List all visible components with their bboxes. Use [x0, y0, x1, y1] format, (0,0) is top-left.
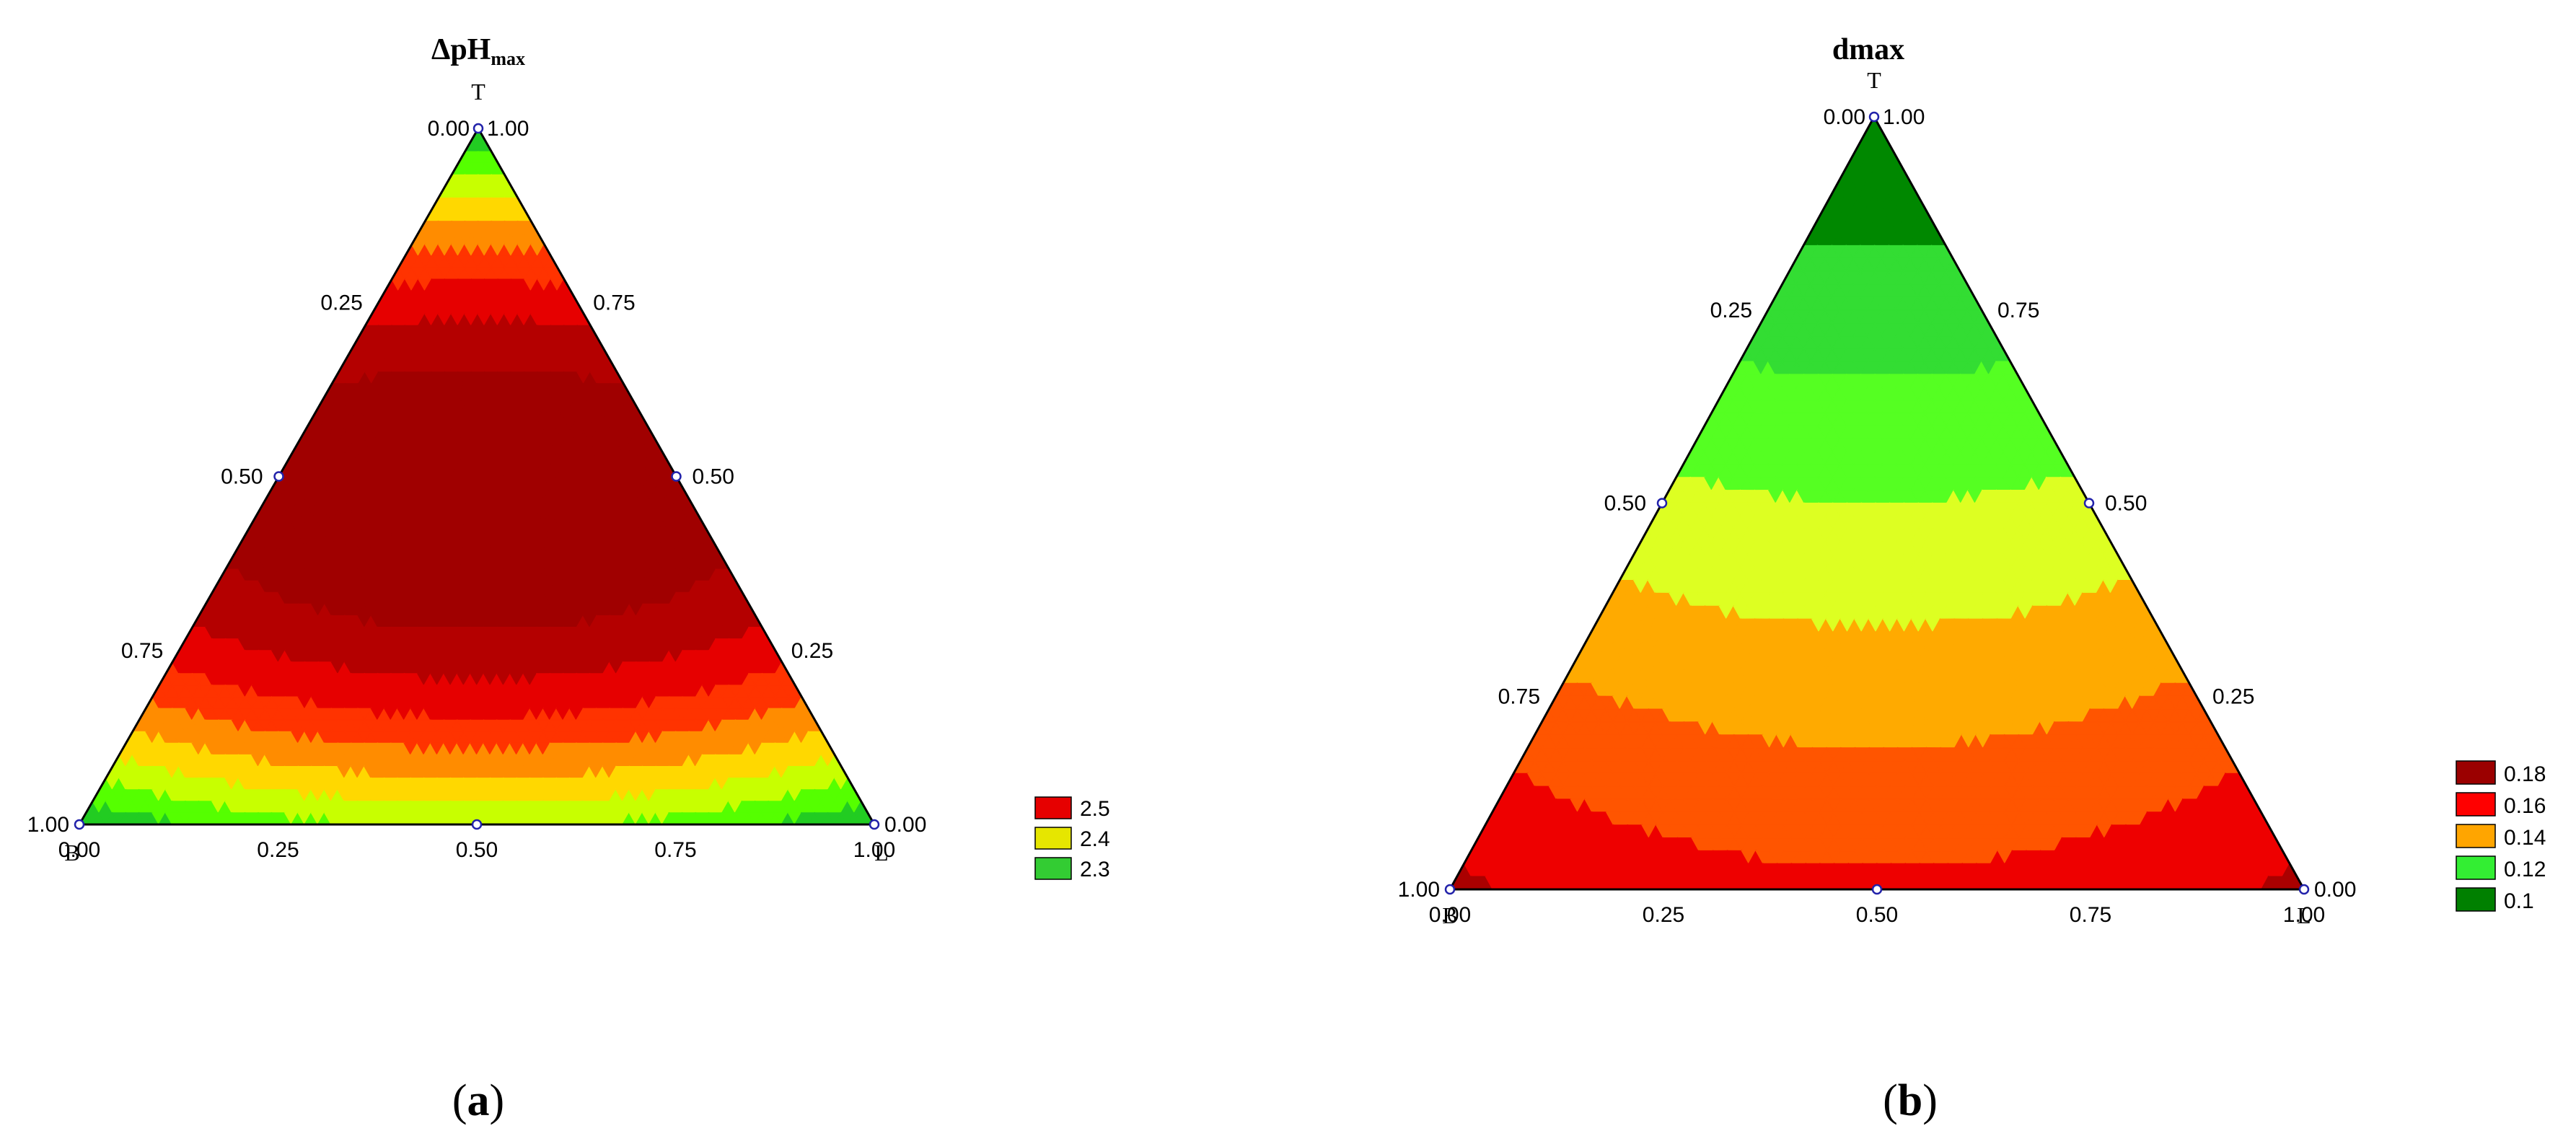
legend-label: 2.4 [1080, 827, 1110, 851]
panel-b-contour-fill [1450, 117, 2304, 889]
tick-label: 1.00 [27, 813, 69, 837]
tick-label: 1.00 [853, 838, 895, 862]
legend-swatch [1034, 827, 1072, 850]
tick-label: 0.75 [121, 639, 163, 663]
panel-a-legend: 2.5 2.4 2.3 [1034, 796, 1110, 881]
tick-label: 0.50 [221, 465, 263, 489]
design-point-marker [74, 819, 85, 830]
legend-label: 2.5 [1080, 797, 1110, 821]
tick-label: 0.50 [693, 465, 734, 489]
design-point-marker [671, 471, 682, 482]
tick-label: 0.25 [320, 291, 362, 314]
legend-label: 2.3 [1080, 858, 1110, 881]
panel-a-vertex-markers [74, 123, 880, 830]
tick-label: 0.25 [257, 838, 299, 862]
panel-a-contour-fill [79, 128, 874, 824]
design-point-marker [273, 471, 284, 482]
panel-a-vertex-top: T [471, 79, 485, 105]
tick-label: 0.25 [791, 639, 833, 663]
panel-a-vertex-left: B [64, 840, 79, 866]
design-point-marker [472, 123, 484, 134]
panel-b-title: dmax [1832, 33, 1904, 66]
tick-label: 1.00 [487, 117, 529, 141]
design-point-marker [471, 819, 483, 830]
legend-swatch [1034, 796, 1072, 819]
design-point-marker [869, 819, 880, 830]
panel-a-label: (a) [452, 1076, 504, 1125]
tick-label: 0.50 [456, 838, 498, 862]
panel-a-tick-labels: 0.00 0.25 0.50 0.75 1.00 0.25 0.50 0.75 0.75 0.50… [27, 117, 927, 862]
panel-a-vertex-right: L [874, 840, 889, 866]
legend-swatch [1034, 857, 1072, 880]
tick-label: 0.75 [593, 291, 635, 314]
tick-label: 0.75 [654, 838, 696, 862]
panel-a-title: ΔpHmax [431, 33, 525, 69]
tick-label: 0.00 [884, 813, 926, 837]
tick-label: 0.00 [428, 117, 470, 141]
panel-a: ΔpHmax 0.00 0.25 0.50 0.75 1.000.250.500.750… [27, 33, 1110, 1125]
tick-label: 0.00 [58, 838, 100, 862]
panel-b: dmax 0.00 0.25 0.50 0.75 1.000.250.500.750.7… [1398, 33, 2546, 1125]
